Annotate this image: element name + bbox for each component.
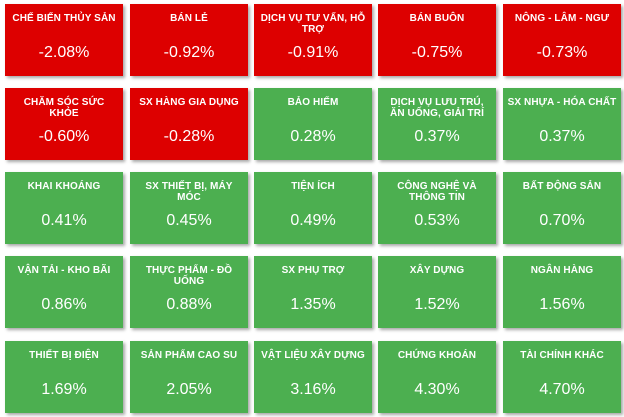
sector-name: BẤT ĐỘNG SẢN — [522, 181, 602, 192]
sector-tile[interactable]: NÔNG - LÂM - NGƯ -0.73% — [503, 4, 621, 76]
sector-tile[interactable]: DỊCH VỤ LƯU TRÚ, ĂN UỐNG, GIẢI TRÍ 0.37% — [378, 88, 496, 160]
sector-name: KHAI KHOÁNG — [27, 181, 101, 192]
sector-name: NGÂN HÀNG — [530, 265, 594, 276]
sector-change-value: 0.41% — [41, 212, 87, 229]
sector-change-value: -0.28% — [163, 128, 215, 145]
sector-change-value: 2.05% — [166, 381, 212, 398]
sector-change-value: 1.69% — [41, 381, 87, 398]
sector-tile[interactable]: CHĂM SÓC SỨC KHỎE -0.60% — [5, 88, 123, 160]
sector-name: VẬT LIỆU XÂY DỰNG — [261, 350, 365, 361]
sector-tile[interactable]: NGÂN HÀNG 1.56% — [503, 256, 621, 328]
sector-name: DỊCH VỤ TƯ VẤN, HỖ TRỢ — [260, 13, 366, 35]
sector-change-value: 0.37% — [539, 128, 585, 145]
sector-tile[interactable]: SẢN PHẨM CAO SU 2.05% — [130, 341, 248, 413]
sector-change-value: 0.88% — [166, 296, 212, 313]
sector-name: THỰC PHẨM - ĐỒ UỐNG — [145, 265, 233, 287]
sector-tile[interactable]: DỊCH VỤ TƯ VẤN, HỖ TRỢ -0.91% — [254, 4, 372, 76]
sector-name: BẢO HIỂM — [287, 97, 339, 108]
sector-name: NÔNG - LÂM - NGƯ — [514, 13, 610, 24]
sector-change-value: 0.49% — [290, 212, 336, 229]
sector-name: DỊCH VỤ LƯU TRÚ, ĂN UỐNG, GIẢI TRÍ — [390, 97, 484, 119]
sector-tile[interactable]: KHAI KHOÁNG 0.41% — [5, 172, 123, 244]
sector-name: TIỆN ÍCH — [291, 181, 335, 192]
sector-change-value: 4.70% — [539, 381, 585, 398]
sector-tile[interactable]: CÔNG NGHỆ VÀ THÔNG TIN 0.53% — [378, 172, 496, 244]
sector-name: CÔNG NGHỆ VÀ THÔNG TIN — [397, 181, 477, 203]
sector-name: XÂY DỰNG — [409, 265, 465, 276]
sector-tile[interactable]: THIẾT BỊ ĐIỆN 1.69% — [5, 341, 123, 413]
sector-change-value: 1.35% — [290, 296, 336, 313]
sector-change-value: 0.53% — [414, 212, 460, 229]
sector-change-value: -0.91% — [287, 44, 339, 61]
sector-tile[interactable]: XÂY DỰNG 1.52% — [378, 256, 496, 328]
sector-name: VẬN TẢI - KHO BÃI — [17, 265, 111, 276]
sector-change-value: -2.08% — [38, 44, 90, 61]
sector-change-value: -0.92% — [163, 44, 215, 61]
sector-name: CHỨNG KHOÁN — [397, 350, 477, 361]
sector-name: CHẾ BIẾN THỦY SẢN — [12, 13, 116, 24]
sector-name: SX NHỰA - HÓA CHẤT — [507, 97, 617, 108]
sector-tile[interactable]: BÁN LẺ -0.92% — [130, 4, 248, 76]
sector-tile[interactable]: THỰC PHẨM - ĐỒ UỐNG 0.88% — [130, 256, 248, 328]
sector-tile[interactable]: BÁN BUÔN -0.75% — [378, 4, 496, 76]
sector-tile[interactable]: TÀI CHÍNH KHÁC 4.70% — [503, 341, 621, 413]
sector-change-value: -0.60% — [38, 128, 90, 145]
sector-change-value: 0.86% — [41, 296, 87, 313]
sector-change-value: 0.37% — [414, 128, 460, 145]
sector-tile[interactable]: BẢO HIỂM 0.28% — [254, 88, 372, 160]
sector-name: SẢN PHẨM CAO SU — [140, 350, 238, 361]
sector-tile[interactable]: SX NHỰA - HÓA CHẤT 0.37% — [503, 88, 621, 160]
sector-name: BÁN BUÔN — [409, 13, 465, 24]
sector-name: CHĂM SÓC SỨC KHỎE — [23, 97, 105, 119]
sector-tile[interactable]: CHẾ BIẾN THỦY SẢN -2.08% — [5, 4, 123, 76]
sector-change-value: 3.16% — [290, 381, 336, 398]
sector-tile[interactable]: CHỨNG KHOÁN 4.30% — [378, 341, 496, 413]
sector-name: SX PHỤ TRỢ — [281, 265, 345, 276]
sector-change-value: 0.70% — [539, 212, 585, 229]
sector-change-value: -0.75% — [411, 44, 463, 61]
sector-change-value: 1.56% — [539, 296, 585, 313]
sector-change-value: -0.73% — [536, 44, 588, 61]
sector-tile[interactable]: VẬT LIỆU XÂY DỰNG 3.16% — [254, 341, 372, 413]
sector-name: THIẾT BỊ ĐIỆN — [29, 350, 99, 361]
sector-name: SX HÀNG GIA DỤNG — [139, 97, 239, 108]
sector-tile[interactable]: SX HÀNG GIA DỤNG -0.28% — [130, 88, 248, 160]
sector-name: SX THIẾT BỊ, MÁY MÓC — [145, 181, 233, 203]
sector-tile[interactable]: VẬN TẢI - KHO BÃI 0.86% — [5, 256, 123, 328]
sector-name: TÀI CHÍNH KHÁC — [520, 350, 604, 361]
sector-name: BÁN LẺ — [170, 13, 208, 24]
sector-tile[interactable]: SX PHỤ TRỢ 1.35% — [254, 256, 372, 328]
sector-change-value: 4.30% — [414, 381, 460, 398]
sector-tile[interactable]: SX THIẾT BỊ, MÁY MÓC 0.45% — [130, 172, 248, 244]
sector-change-value: 1.52% — [414, 296, 460, 313]
sector-change-value: 0.45% — [166, 212, 212, 229]
sector-change-value: 0.28% — [290, 128, 336, 145]
sector-tile[interactable]: BẤT ĐỘNG SẢN 0.70% — [503, 172, 621, 244]
sector-tile[interactable]: TIỆN ÍCH 0.49% — [254, 172, 372, 244]
